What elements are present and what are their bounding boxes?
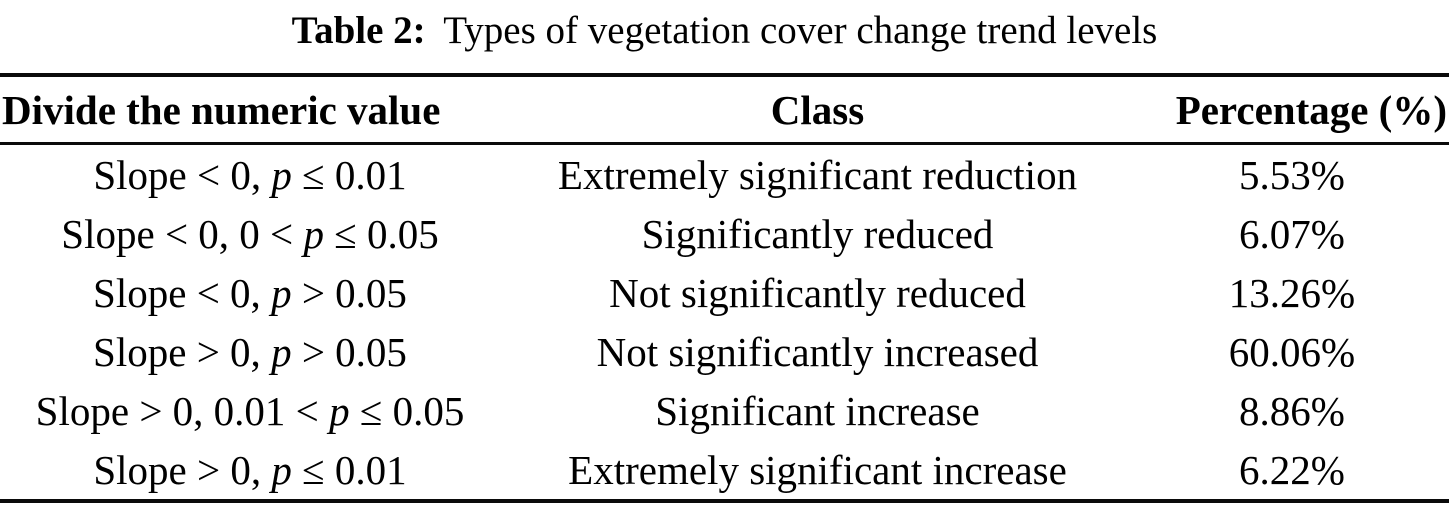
- header-divide-numeric-value: Divide the numeric value: [0, 75, 500, 144]
- condition-text: Slope > 0,: [93, 329, 271, 375]
- percentage-cell: 8.86%: [1135, 381, 1449, 440]
- table-caption-text: Types of vegetation cover change trend l…: [443, 9, 1157, 52]
- percentage-cell: 13.26%: [1135, 263, 1449, 322]
- class-cell: Significant increase: [500, 381, 1135, 440]
- condition-text: ≤ 0.05: [324, 211, 439, 257]
- header-row: Divide the numeric value Class Percentag…: [0, 75, 1449, 144]
- condition-text: Slope < 0,: [93, 270, 271, 316]
- percentage-cell: 6.22%: [1135, 440, 1449, 501]
- table-caption: Table 2: Types of vegetation cover change…: [0, 0, 1449, 73]
- percentage-cell: 6.07%: [1135, 204, 1449, 263]
- p-variable: p: [329, 388, 350, 434]
- table-row: Slope < 0, p ≤ 0.01 Extremely significan…: [0, 144, 1449, 205]
- class-cell: Extremely significant increase: [500, 440, 1135, 501]
- p-variable: p: [271, 270, 292, 316]
- condition-cell: Slope > 0, p > 0.05: [0, 322, 500, 381]
- condition-text: > 0.05: [292, 329, 407, 375]
- class-cell: Significantly reduced: [500, 204, 1135, 263]
- table-row: Slope > 0, p > 0.05 Not significantly in…: [0, 322, 1449, 381]
- condition-text: ≤ 0.01: [292, 152, 407, 198]
- header-class: Class: [500, 75, 1135, 144]
- class-cell: Not significantly reduced: [500, 263, 1135, 322]
- vegetation-trend-table: Divide the numeric value Class Percentag…: [0, 73, 1449, 503]
- header-percentage: Percentage (%): [1135, 75, 1449, 144]
- condition-cell: Slope < 0, p > 0.05: [0, 263, 500, 322]
- class-cell: Not significantly increased: [500, 322, 1135, 381]
- class-cell: Extremely significant reduction: [500, 144, 1135, 205]
- percentage-cell: 60.06%: [1135, 322, 1449, 381]
- condition-cell: Slope < 0, p ≤ 0.01: [0, 144, 500, 205]
- percentage-cell: 5.53%: [1135, 144, 1449, 205]
- table-caption-label: Table 2:: [292, 9, 426, 52]
- table-row: Slope > 0, p ≤ 0.01 Extremely significan…: [0, 440, 1449, 501]
- condition-text: > 0.05: [292, 270, 407, 316]
- condition-text: ≤ 0.01: [292, 447, 407, 493]
- p-variable: p: [271, 152, 292, 198]
- condition-text: ≤ 0.05: [350, 388, 465, 434]
- condition-cell: Slope > 0, p ≤ 0.01: [0, 440, 500, 501]
- condition-text: Slope > 0, 0.01 <: [36, 388, 329, 434]
- p-variable: p: [271, 447, 292, 493]
- condition-text: Slope < 0, 0 <: [61, 211, 303, 257]
- paper-table-page: Table 2: Types of vegetation cover change…: [0, 0, 1449, 517]
- condition-text: Slope > 0,: [93, 447, 271, 493]
- table-row: Slope > 0, 0.01 < p ≤ 0.05 Significant i…: [0, 381, 1449, 440]
- p-variable: p: [303, 211, 324, 257]
- table-row: Slope < 0, p > 0.05 Not significantly re…: [0, 263, 1449, 322]
- condition-text: Slope < 0,: [93, 152, 271, 198]
- p-variable: p: [271, 329, 292, 375]
- condition-cell: Slope < 0, 0 < p ≤ 0.05: [0, 204, 500, 263]
- condition-cell: Slope > 0, 0.01 < p ≤ 0.05: [0, 381, 500, 440]
- table-row: Slope < 0, 0 < p ≤ 0.05 Significantly re…: [0, 204, 1449, 263]
